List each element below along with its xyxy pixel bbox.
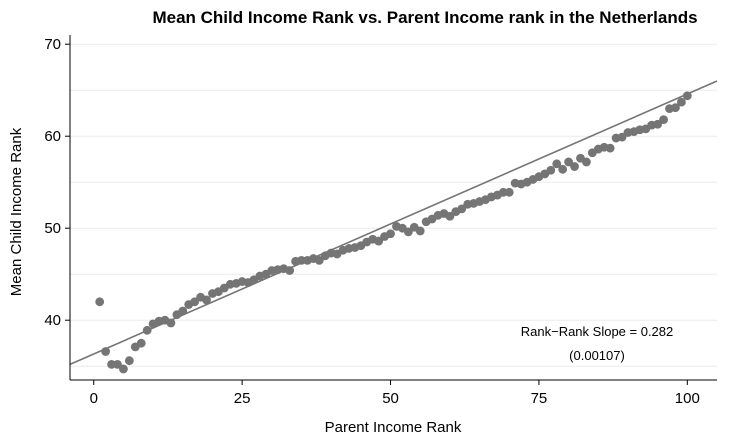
y-ticks: 40 50 60 70 — [44, 36, 70, 329]
data-point — [546, 165, 556, 175]
x-tick-label: 100 — [675, 390, 700, 407]
axes — [69, 35, 717, 381]
x-ticks: 0 25 50 75 100 — [90, 380, 700, 407]
data-point — [101, 347, 111, 356]
data-point — [314, 256, 324, 265]
chart-title: Mean Child Income Rank vs. Parent Income… — [152, 8, 697, 27]
data-point — [605, 143, 615, 153]
data-point — [552, 159, 562, 169]
data-point — [682, 91, 692, 101]
data-point — [95, 297, 105, 307]
x-tick-label: 75 — [531, 390, 548, 407]
data-point — [653, 119, 663, 129]
x-tick-label: 0 — [90, 390, 98, 407]
data-point — [119, 364, 128, 374]
data-point — [570, 162, 579, 171]
x-axis-label: Parent Income Rank — [325, 419, 462, 436]
data-point — [178, 306, 188, 316]
data-point — [415, 226, 425, 236]
data-point — [504, 187, 514, 197]
y-axis-label: Mean Child Income Rank — [8, 127, 25, 296]
data-point — [403, 227, 413, 237]
grid-lines — [70, 43, 717, 367]
data-point — [113, 359, 122, 369]
data-point — [374, 236, 384, 246]
data-point — [457, 204, 467, 214]
data-point — [190, 297, 200, 307]
y-tick-label: 50 — [44, 220, 61, 237]
y-tick-label: 60 — [44, 128, 61, 145]
data-point — [142, 325, 152, 335]
slope-annotation: Rank−Rank Slope = 0.282 — [521, 324, 674, 339]
data-points — [95, 91, 692, 374]
x-tick-label: 50 — [382, 390, 399, 407]
x-tick-label: 25 — [234, 390, 251, 407]
data-point — [386, 229, 395, 239]
data-point — [676, 97, 686, 107]
slope-se-annotation: (0.00107) — [569, 348, 625, 363]
data-point — [558, 164, 568, 174]
data-point — [445, 211, 455, 221]
data-point — [202, 295, 211, 305]
y-tick-label: 40 — [44, 312, 61, 329]
data-point — [659, 115, 668, 125]
data-point — [617, 132, 627, 142]
data-point — [671, 103, 680, 113]
data-point — [285, 266, 295, 275]
data-point — [124, 356, 134, 366]
data-point — [136, 338, 146, 348]
data-point — [582, 157, 591, 167]
data-point — [166, 318, 176, 328]
y-tick-label: 70 — [44, 36, 61, 53]
data-point — [564, 157, 574, 167]
